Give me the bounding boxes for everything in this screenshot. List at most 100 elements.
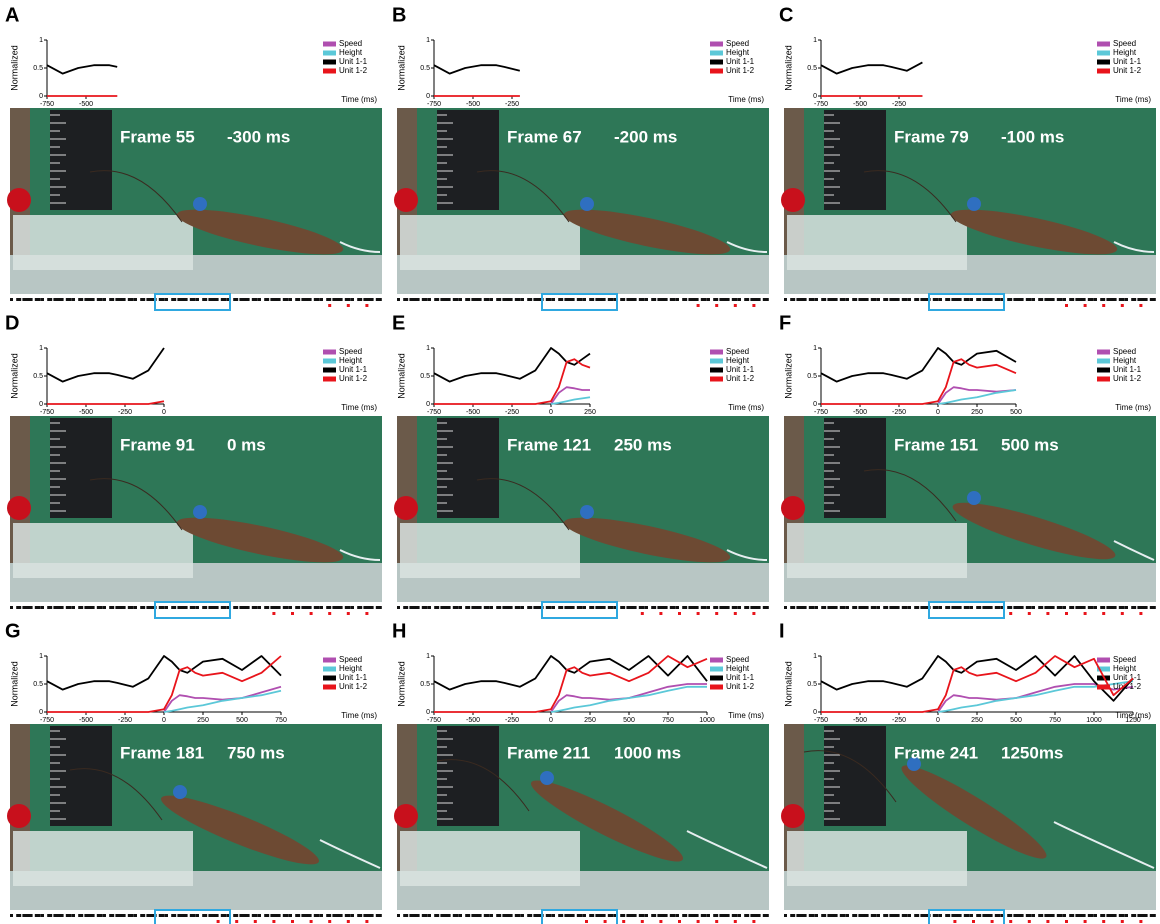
spike-dash [1088,606,1094,609]
spike-dash [815,606,818,609]
spike-dash [471,298,478,301]
spike-dash [796,914,803,917]
spike-dash [1106,298,1113,301]
spike-dash [283,298,289,301]
frame-label: Frame 79 [894,127,969,146]
x-tick-label: 250 [971,409,983,416]
spike-dash [122,298,126,301]
time-label: -200 ms [614,127,677,146]
x-tick-label: 500 [623,717,635,724]
spike-dash [846,606,849,609]
spike-dash [347,304,350,307]
spike-dash [252,606,258,609]
spike-dash [291,920,294,923]
spike-dash [626,298,633,301]
spike-dash [659,612,662,615]
spike-dash [571,606,575,609]
spike-dash [945,606,950,609]
spike-dash [527,298,532,301]
spike-dash [821,606,826,609]
y-tick-label: 0.5 [33,681,43,688]
spike-dash [434,298,439,301]
spike-dash [790,298,795,301]
legend-swatch [323,350,336,355]
spike-dash [951,914,958,917]
spike-dash [688,298,695,301]
spike-dash [22,298,29,301]
legend-swatch [323,359,336,364]
spike-dash [707,606,710,609]
spike-dash [208,606,215,609]
x-tick-label: 0 [162,717,166,724]
spike-dash [35,606,41,609]
spike-dash [608,914,614,917]
y-tick-label: 1 [813,653,817,660]
spike-dash [502,298,509,301]
spike-dash [484,298,490,301]
legend-label: Speed [1113,655,1136,664]
spike-dash [409,914,416,917]
spike-dash [1125,914,1128,917]
time-label: -300 ms [227,127,290,146]
x-tick-label: -750 [40,409,54,416]
spike-dash [326,606,331,609]
spike-dash [215,606,219,609]
spike-dash [326,914,331,917]
x-tick-label: -750 [40,717,54,724]
y-tick-label: 1 [426,345,430,352]
legend-label: Height [726,48,750,57]
spike-dash [750,914,757,917]
spike-strip [10,910,382,924]
y-axis-label: Normalized [396,661,406,707]
x-tick-label: 0 [936,717,940,724]
spike-dash [995,298,1001,301]
y-tick-label: 0 [426,93,430,100]
spike-dash [840,606,846,609]
spike-dash [202,606,207,609]
spike-dash [416,914,420,917]
legend-swatch [1097,51,1110,56]
frame-label: Frame 181 [120,743,204,762]
spike-dash [738,914,741,917]
legend-swatch [710,667,723,672]
legend-label: Unit 1-1 [1113,365,1142,374]
spike-dash [697,304,700,307]
spike-dash [1046,920,1049,923]
spike-dash [790,606,795,609]
spike-dash [902,606,908,609]
spike-dash [434,606,439,609]
spike-dash [982,298,989,301]
spike-dash [1119,914,1125,917]
spike-dash [664,914,668,917]
spike-dash [502,606,509,609]
spike-dash [471,606,478,609]
spike-dash [1013,298,1020,301]
spike-dash [608,298,614,301]
legend-label: Speed [339,347,362,356]
spike-dash [877,914,880,917]
spike-dash [484,606,490,609]
spike-dash [1063,914,1066,917]
legend-swatch [710,51,723,56]
x-tick-label: 750 [1049,717,1061,724]
frame-label: Frame 91 [120,435,195,454]
spike-dash [246,914,250,917]
spike-dash [235,920,238,923]
spike-dash [270,606,277,609]
x-tick-label: -750 [814,101,828,108]
x-axis-label: Time (ms) [341,403,377,412]
spike-dash [1065,304,1068,307]
spike-dash [459,606,462,609]
spike-dash [639,298,645,301]
legend-swatch [710,685,723,690]
spike-dash [815,914,818,917]
time-label: 0 ms [227,435,266,454]
insect-marker [540,771,554,785]
spike-dash [465,606,470,609]
x-tick-label: 250 [584,409,596,416]
spike-dash [440,914,447,917]
spike-dash [602,298,606,301]
series-line [164,691,281,712]
spike-dash [1007,606,1012,609]
spike-dash [1119,606,1125,609]
